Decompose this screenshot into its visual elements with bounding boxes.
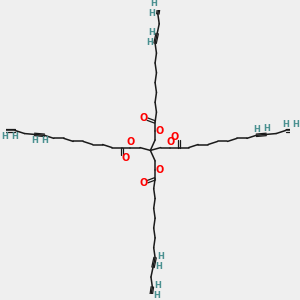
Text: H: H [282, 120, 289, 129]
Text: H: H [153, 291, 160, 300]
Text: H: H [148, 28, 155, 37]
Text: H: H [150, 0, 157, 8]
Text: H: H [155, 262, 162, 271]
Text: O: O [126, 137, 135, 147]
Text: H: H [154, 281, 161, 290]
Text: O: O [140, 113, 148, 123]
Text: H: H [146, 38, 153, 47]
Text: O: O [166, 137, 174, 147]
Text: H: H [157, 252, 164, 261]
Text: H: H [253, 125, 260, 134]
Text: O: O [156, 165, 164, 175]
Text: O: O [171, 132, 179, 142]
Text: H: H [292, 120, 299, 129]
Text: H: H [2, 132, 9, 141]
Text: O: O [122, 153, 130, 163]
Text: H: H [31, 136, 38, 145]
Text: H: H [12, 132, 19, 141]
Text: O: O [156, 125, 164, 136]
Text: H: H [263, 124, 270, 133]
Text: O: O [140, 178, 148, 188]
Text: H: H [149, 8, 156, 17]
Text: H: H [41, 136, 48, 146]
